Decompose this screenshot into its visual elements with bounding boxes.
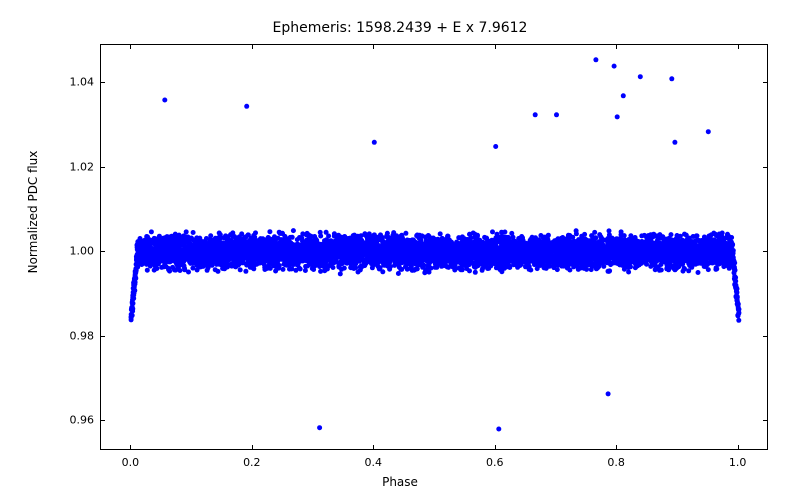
- scatter-points: [101, 45, 769, 451]
- y-tick-mark: [763, 420, 768, 421]
- y-tick-mark: [763, 82, 768, 83]
- x-tick-label: 0.0: [122, 456, 140, 469]
- y-tick-mark: [763, 167, 768, 168]
- x-tick-mark: [373, 44, 374, 49]
- x-tick-label: 0.2: [243, 456, 261, 469]
- x-tick-mark: [495, 44, 496, 49]
- x-axis-label: Phase: [0, 475, 800, 489]
- y-tick-mark: [100, 82, 105, 83]
- x-tick-mark: [130, 445, 131, 450]
- x-tick-mark: [373, 445, 374, 450]
- x-tick-mark: [495, 445, 496, 450]
- y-tick-mark: [100, 167, 105, 168]
- x-tick-mark: [252, 44, 253, 49]
- y-tick-mark: [763, 251, 768, 252]
- plot-area: [100, 44, 768, 450]
- y-tick-label: 1.04: [60, 76, 94, 89]
- x-tick-label: 0.6: [486, 456, 504, 469]
- chart-container: Ephemeris: 1598.2439 + E x 7.9612 Phase …: [0, 0, 800, 500]
- y-tick-mark: [100, 420, 105, 421]
- y-tick-mark: [763, 336, 768, 337]
- y-tick-mark: [100, 251, 105, 252]
- x-tick-label: 0.8: [607, 456, 625, 469]
- x-tick-label: 0.4: [365, 456, 383, 469]
- y-tick-label: 0.96: [60, 414, 94, 427]
- y-tick-mark: [100, 336, 105, 337]
- x-tick-mark: [738, 44, 739, 49]
- chart-title: Ephemeris: 1598.2439 + E x 7.9612: [0, 20, 800, 36]
- y-tick-label: 0.98: [60, 329, 94, 342]
- y-tick-label: 1.00: [60, 245, 94, 258]
- y-axis-label: Normalized PDC flux: [26, 112, 40, 312]
- x-tick-mark: [616, 445, 617, 450]
- x-tick-mark: [252, 445, 253, 450]
- y-tick-label: 1.02: [60, 160, 94, 173]
- x-tick-label: 1.0: [729, 456, 747, 469]
- x-tick-mark: [738, 445, 739, 450]
- x-tick-mark: [616, 44, 617, 49]
- x-tick-mark: [130, 44, 131, 49]
